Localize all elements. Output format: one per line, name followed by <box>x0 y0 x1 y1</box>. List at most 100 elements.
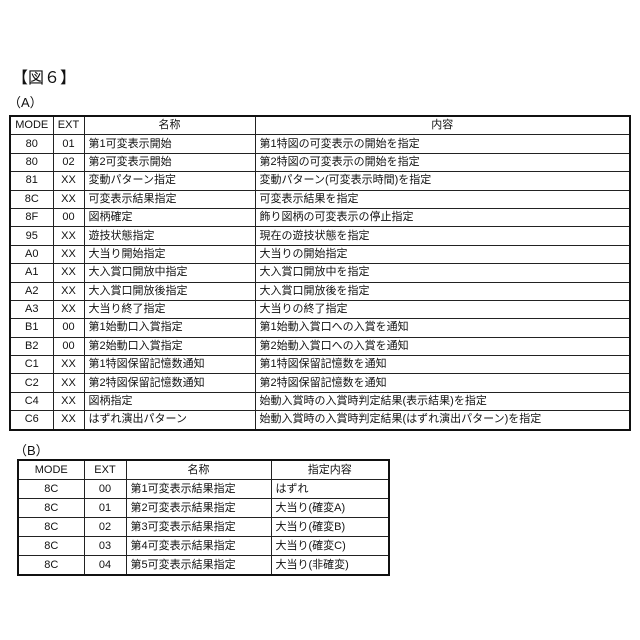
table-header-row: MODE EXT 名称 指定内容 <box>18 460 389 480</box>
cell-content: 現在の遊技状態を指定 <box>255 227 630 245</box>
cell-name: 変動パターン指定 <box>84 172 255 190</box>
cell-content: 始動入賞時の入賞時判定結果(はずれ演出パターン)を指定 <box>255 411 630 430</box>
cell-name: 第3可変表示結果指定 <box>126 518 271 537</box>
table-header-row: MODE EXT 名称 内容 <box>10 116 630 135</box>
cell-mode: 8C <box>18 537 84 556</box>
table-row: A1XX大入賞口開放中指定大入賞口開放中を指定 <box>10 264 630 282</box>
header-name: 名称 <box>84 116 255 135</box>
cell-name: 第2特図保留記憶数通知 <box>84 374 255 392</box>
cell-ext: XX <box>53 392 84 410</box>
cell-content: はずれ <box>271 480 389 499</box>
cell-mode: 8F <box>10 208 53 226</box>
cell-content: 飾り図柄の可変表示の停止指定 <box>255 208 630 226</box>
cell-mode: 81 <box>10 172 53 190</box>
cell-mode: A3 <box>10 300 53 318</box>
cell-ext: 02 <box>84 518 126 537</box>
cell-mode: C1 <box>10 356 53 374</box>
cell-ext: 00 <box>53 319 84 337</box>
cell-name: 可変表示結果指定 <box>84 190 255 208</box>
cell-content: 第1始動入賞口への入賞を通知 <box>255 319 630 337</box>
cell-content: 第2特図の可変表示の開始を指定 <box>255 153 630 171</box>
cell-ext: XX <box>53 374 84 392</box>
cell-name: 大入賞口開放中指定 <box>84 264 255 282</box>
cell-ext: 04 <box>84 556 126 576</box>
cell-mode: 80 <box>10 153 53 171</box>
table-row: C4XX図柄指定始動入賞時の入賞時判定結果(表示結果)を指定 <box>10 392 630 410</box>
figure-title: 【図６】 <box>12 64 76 88</box>
cell-ext: XX <box>53 300 84 318</box>
cell-content: 大当り(確変B) <box>271 518 389 537</box>
cell-name: 第1始動口入賞指定 <box>84 319 255 337</box>
cell-mode: 8C <box>10 190 53 208</box>
cell-content: 可変表示結果を指定 <box>255 190 630 208</box>
table-b-label: （B） <box>14 440 49 459</box>
table-row: 8CXX可変表示結果指定可変表示結果を指定 <box>10 190 630 208</box>
cell-mode: A0 <box>10 245 53 263</box>
cell-ext: 03 <box>84 537 126 556</box>
cell-content: 始動入賞時の入賞時判定結果(表示結果)を指定 <box>255 392 630 410</box>
cell-name: 大入賞口開放後指定 <box>84 282 255 300</box>
table-row: C1XX第1特図保留記憶数通知第1特図保留記憶数を通知 <box>10 356 630 374</box>
cell-name: 大当り終了指定 <box>84 300 255 318</box>
cell-content: 大当りの開始指定 <box>255 245 630 263</box>
cell-mode: 8C <box>18 518 84 537</box>
header-name: 名称 <box>126 460 271 480</box>
cell-mode: 8C <box>18 480 84 499</box>
cell-name: 第4可変表示結果指定 <box>126 537 271 556</box>
header-ext: EXT <box>84 460 126 480</box>
cell-ext: XX <box>53 282 84 300</box>
cell-content: 第1特図の可変表示の開始を指定 <box>255 135 630 153</box>
cell-ext: XX <box>53 264 84 282</box>
cell-mode: 80 <box>10 135 53 153</box>
table-row: A0XX大当り開始指定大当りの開始指定 <box>10 245 630 263</box>
table-row: 8C00第1可変表示結果指定はずれ <box>18 480 389 499</box>
cell-ext: 00 <box>84 480 126 499</box>
cell-name: 第2可変表示結果指定 <box>126 499 271 518</box>
cell-content: 第1特図保留記憶数を通知 <box>255 356 630 374</box>
cell-ext: XX <box>53 172 84 190</box>
command-table-a: MODE EXT 名称 内容 8001第1可変表示開始第1特図の可変表示の開始を… <box>9 115 631 431</box>
cell-name: 第1可変表示開始 <box>84 135 255 153</box>
table-row: 8001第1可変表示開始第1特図の可変表示の開始を指定 <box>10 135 630 153</box>
cell-content: 大入賞口開放中を指定 <box>255 264 630 282</box>
cell-ext: 01 <box>53 135 84 153</box>
header-mode: MODE <box>18 460 84 480</box>
table-row: B200第2始動口入賞指定第2始動入賞口への入賞を通知 <box>10 337 630 355</box>
cell-content: 変動パターン(可変表示時間)を指定 <box>255 172 630 190</box>
header-content: 内容 <box>255 116 630 135</box>
cell-name: 第1特図保留記憶数通知 <box>84 356 255 374</box>
table-row: 8C02第3可変表示結果指定大当り(確変B) <box>18 518 389 537</box>
cell-ext: 02 <box>53 153 84 171</box>
table-a-label: （A） <box>8 92 43 111</box>
table-row: 81XX変動パターン指定変動パターン(可変表示時間)を指定 <box>10 172 630 190</box>
cell-name: 第2始動口入賞指定 <box>84 337 255 355</box>
cell-content: 第2始動入賞口への入賞を通知 <box>255 337 630 355</box>
cell-content: 大入賞口開放後を指定 <box>255 282 630 300</box>
cell-name: 第2可変表示開始 <box>84 153 255 171</box>
cell-mode: A2 <box>10 282 53 300</box>
cell-mode: C6 <box>10 411 53 430</box>
cell-ext: XX <box>53 190 84 208</box>
cell-name: 遊技状態指定 <box>84 227 255 245</box>
cell-content: 第2特図保留記憶数を通知 <box>255 374 630 392</box>
cell-mode: 8C <box>18 556 84 576</box>
cell-name: 図柄指定 <box>84 392 255 410</box>
cell-name: 第1可変表示結果指定 <box>126 480 271 499</box>
cell-name: はずれ演出パターン <box>84 411 255 430</box>
table-row: C2XX第2特図保留記憶数通知第2特図保留記憶数を通知 <box>10 374 630 392</box>
cell-name: 第5可変表示結果指定 <box>126 556 271 576</box>
cell-mode: 8C <box>18 499 84 518</box>
command-table-b: MODE EXT 名称 指定内容 8C00第1可変表示結果指定はずれ8C01第2… <box>17 459 390 576</box>
table-row: 8C03第4可変表示結果指定大当り(確変C) <box>18 537 389 556</box>
header-mode: MODE <box>10 116 53 135</box>
cell-content: 大当り(確変C) <box>271 537 389 556</box>
table-row: 95XX遊技状態指定現在の遊技状態を指定 <box>10 227 630 245</box>
table-row: 8C04第5可変表示結果指定大当り(非確変) <box>18 556 389 576</box>
cell-ext: XX <box>53 227 84 245</box>
cell-ext: XX <box>53 411 84 430</box>
header-content: 指定内容 <box>271 460 389 480</box>
table-row: 8C01第2可変表示結果指定大当り(確変A) <box>18 499 389 518</box>
cell-ext: XX <box>53 356 84 374</box>
cell-mode: A1 <box>10 264 53 282</box>
cell-content: 大当りの終了指定 <box>255 300 630 318</box>
